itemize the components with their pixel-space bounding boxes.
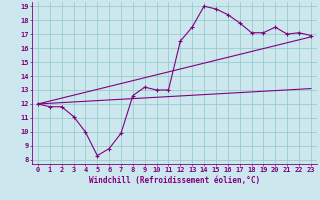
X-axis label: Windchill (Refroidissement éolien,°C): Windchill (Refroidissement éolien,°C): [89, 176, 260, 185]
